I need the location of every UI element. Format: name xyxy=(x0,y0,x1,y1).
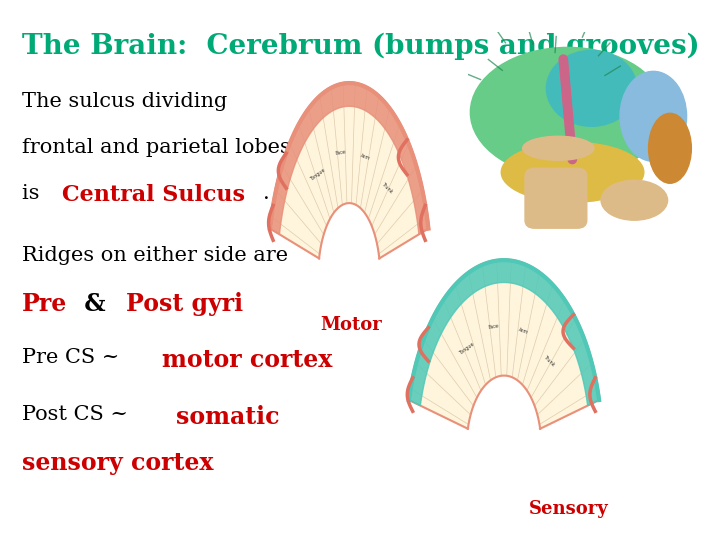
Polygon shape xyxy=(270,83,428,234)
Polygon shape xyxy=(409,260,599,406)
Text: .: . xyxy=(263,184,269,202)
Ellipse shape xyxy=(470,48,665,177)
Text: Post CS ~: Post CS ~ xyxy=(22,405,134,424)
Polygon shape xyxy=(409,260,599,429)
Text: Sensory: Sensory xyxy=(529,500,609,517)
Ellipse shape xyxy=(501,143,644,202)
Text: somatic: somatic xyxy=(176,405,280,429)
Text: Face: Face xyxy=(335,149,346,156)
Text: Arm: Arm xyxy=(360,153,372,161)
FancyBboxPatch shape xyxy=(525,168,587,228)
Ellipse shape xyxy=(620,71,687,161)
Text: Trunk: Trunk xyxy=(543,354,556,367)
Text: sensory cortex: sensory cortex xyxy=(22,451,213,475)
Text: motor cortex: motor cortex xyxy=(162,348,333,372)
Ellipse shape xyxy=(546,50,636,126)
Text: Tongue: Tongue xyxy=(310,168,326,182)
FancyArrowPatch shape xyxy=(563,59,572,159)
Text: &: & xyxy=(76,292,114,315)
Text: Pre: Pre xyxy=(22,292,67,315)
Text: frontal and parietal lobes: frontal and parietal lobes xyxy=(22,138,290,157)
Text: Tongue: Tongue xyxy=(458,341,475,355)
Ellipse shape xyxy=(649,113,691,183)
Text: The Brain:  Cerebrum (bumps and grooves): The Brain: Cerebrum (bumps and grooves) xyxy=(22,32,699,60)
Ellipse shape xyxy=(523,136,594,160)
Text: is: is xyxy=(22,184,46,202)
Text: Ridges on either side are: Ridges on either side are xyxy=(22,246,288,265)
Text: Face: Face xyxy=(488,323,500,330)
Text: Central Sulcus: Central Sulcus xyxy=(62,184,245,206)
Text: Arm: Arm xyxy=(518,327,529,335)
Text: Motor: Motor xyxy=(320,316,382,334)
Polygon shape xyxy=(270,83,428,259)
Ellipse shape xyxy=(601,180,667,220)
Text: Pre CS ~: Pre CS ~ xyxy=(22,348,125,367)
Text: Trunk: Trunk xyxy=(380,181,393,194)
Text: Post gyri: Post gyri xyxy=(126,292,243,315)
Text: The sulcus dividing: The sulcus dividing xyxy=(22,92,227,111)
